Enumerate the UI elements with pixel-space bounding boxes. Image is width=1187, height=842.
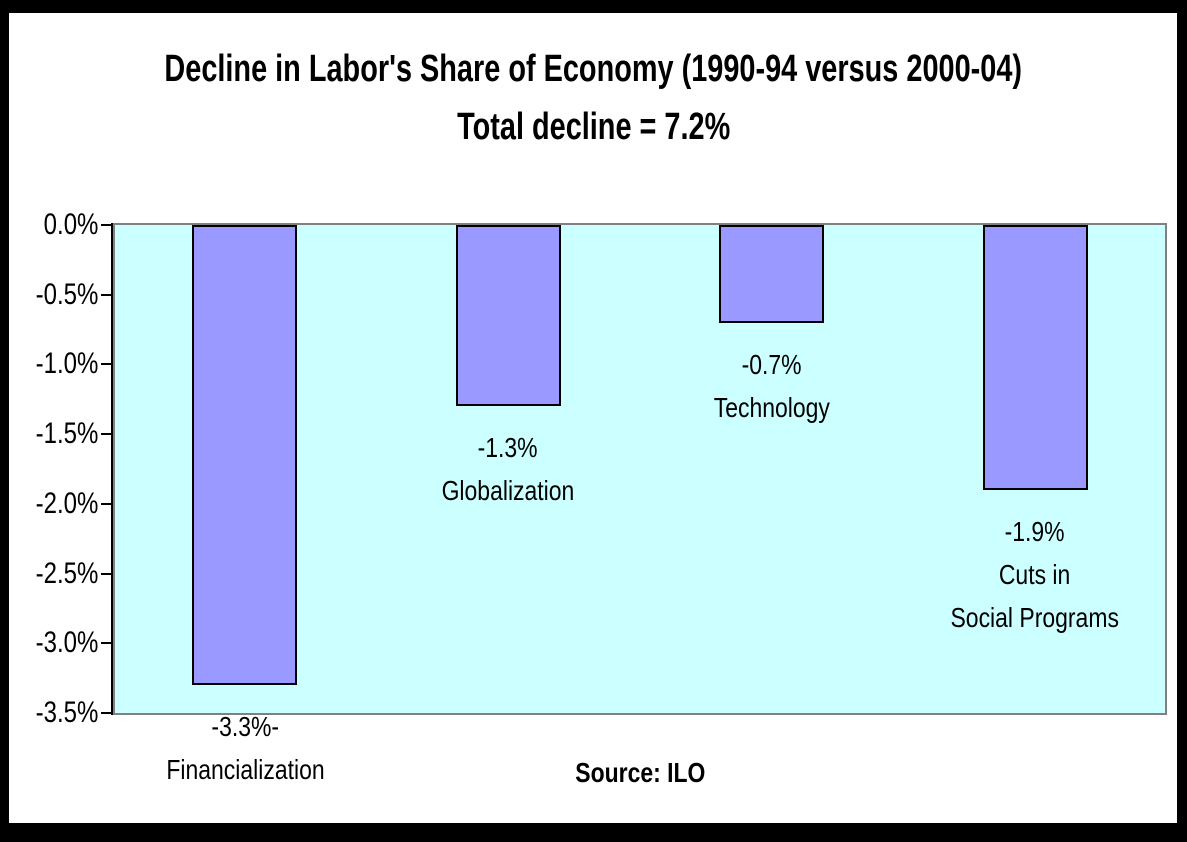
- y-axis-tick: [101, 294, 112, 296]
- bar-label-financialization: -3.3%- Financialization: [85, 705, 405, 791]
- y-axis-tick-label: -2.0%: [4, 486, 98, 522]
- y-axis-tick-label-text: -0.5%: [35, 278, 98, 311]
- y-axis-tick-label: 0.0%: [4, 207, 98, 243]
- bar-technology: [719, 225, 824, 323]
- bar-category-label: Cuts in: [999, 559, 1071, 590]
- bar-label-cuts-in-social-programs: -1.9% Cuts in Social Programs: [875, 510, 1187, 639]
- bar-category-label: Technology: [713, 392, 831, 423]
- bar-value-label: -0.7%: [742, 349, 802, 380]
- bar-label-technology: -0.7% Technology: [612, 343, 932, 429]
- chart-title-line2: Total decline = 7.2%: [456, 106, 731, 148]
- y-axis-tick-label: -2.5%: [4, 556, 98, 592]
- chart-title-line1: Decline in Labor's Share of Economy (199…: [164, 48, 1023, 90]
- bar-globalization: [456, 225, 561, 406]
- chart-title: Decline in Labor's Share of Economy (199…: [0, 40, 1187, 156]
- bar-category-label: Social Programs: [950, 602, 1120, 633]
- y-axis-tick-label-text: -2.5%: [35, 557, 98, 590]
- bar-value-label: -1.9%: [1005, 516, 1065, 547]
- y-axis-tick: [101, 642, 112, 644]
- bar-cuts-in-social-programs: [983, 225, 1088, 490]
- bar-value-label: -3.3%-: [211, 711, 279, 742]
- bar-label-globalization: -1.3% Globalization: [348, 426, 668, 512]
- y-axis-tick: [101, 433, 112, 435]
- y-axis-tick-label-text: 0.0%: [43, 208, 98, 241]
- y-axis-tick-label: -3.0%: [4, 625, 98, 661]
- y-axis-tick: [101, 712, 112, 714]
- bar-category-label: Financialization: [165, 754, 325, 785]
- y-axis-tick-label: -0.5%: [4, 277, 98, 313]
- y-axis-tick-label-text: -3.0%: [35, 626, 98, 659]
- y-axis-tick-label: -3.5%: [4, 695, 98, 731]
- bar-value-label: -1.3%: [478, 432, 538, 463]
- y-axis-tick-label-text: -2.0%: [35, 487, 98, 520]
- y-axis-line: [111, 223, 113, 715]
- y-axis-tick: [101, 573, 112, 575]
- y-axis-tick: [101, 503, 112, 505]
- y-axis-tick: [101, 224, 112, 226]
- bar-category-label: Globalization: [441, 475, 575, 506]
- y-axis-tick-label: -1.0%: [4, 346, 98, 382]
- y-axis-tick-label-text: -1.5%: [35, 417, 98, 450]
- bar-financialization: [192, 225, 297, 685]
- y-axis-tick-label-text: -1.0%: [35, 347, 98, 380]
- y-axis-tick: [101, 363, 112, 365]
- y-axis-tick-label: -1.5%: [4, 416, 98, 452]
- source-label: Source: ILO: [574, 757, 706, 788]
- y-axis-tick-label-text: -3.5%: [35, 696, 98, 729]
